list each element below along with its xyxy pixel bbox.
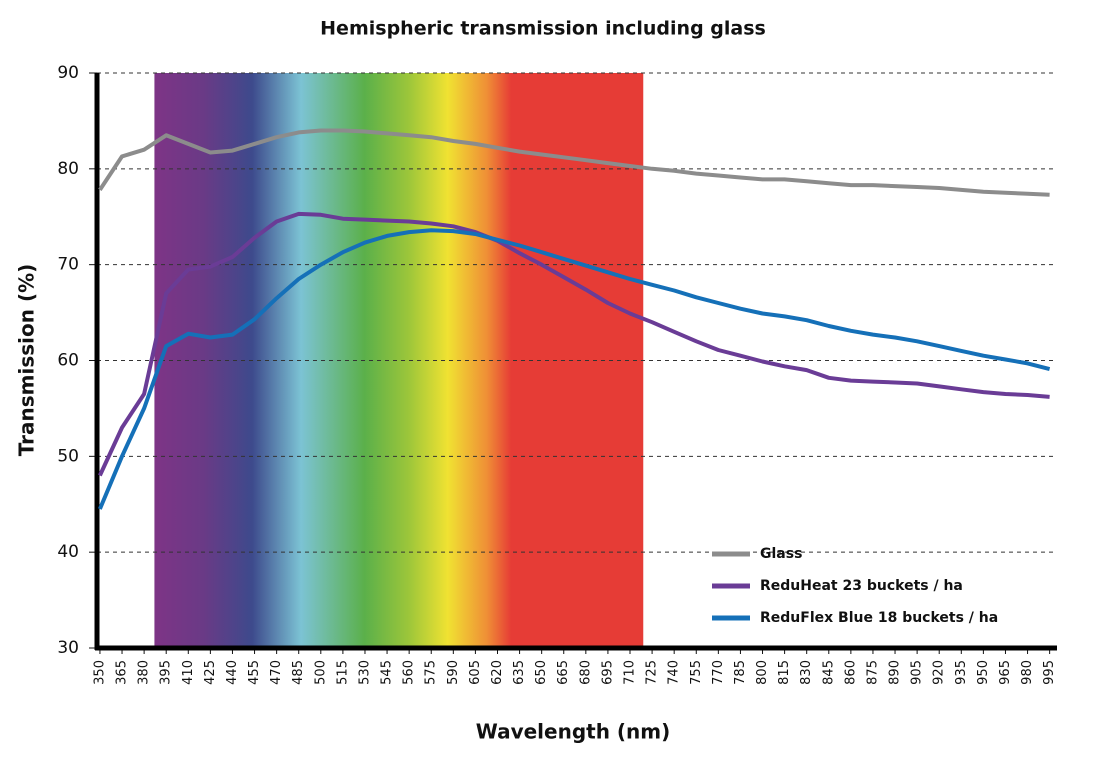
- y-tick-label: 40: [57, 542, 79, 562]
- y-tick-label: 60: [57, 351, 79, 371]
- x-tick-label: 425: [203, 660, 218, 685]
- x-tick-label: 470: [269, 660, 284, 685]
- x-tick-label: 875: [865, 660, 880, 685]
- legend-label: ReduHeat 23 buckets / ha: [760, 578, 963, 594]
- x-tick-label: 935: [954, 660, 969, 685]
- x-tick-label: 695: [600, 660, 615, 685]
- legend-label: ReduFlex Blue 18 buckets / ha: [760, 610, 998, 626]
- x-tick-label: 815: [777, 660, 792, 685]
- x-tick-label: 485: [291, 660, 306, 685]
- x-tick-label: 860: [843, 660, 858, 685]
- x-tick-label: 365: [115, 660, 130, 685]
- series-line: [98, 128, 1050, 197]
- x-tick-label: 410: [181, 660, 196, 685]
- x-tick-label: 650: [534, 660, 549, 685]
- x-tick-label: 785: [733, 660, 748, 685]
- y-tick-label: 30: [57, 638, 79, 658]
- x-tick-label: 845: [821, 660, 836, 685]
- x-tick-label: 635: [512, 660, 527, 685]
- chart-title: Hemispheric transmission including glass: [320, 18, 766, 40]
- x-tick-label: 560: [402, 660, 417, 685]
- x-tick-label: 725: [645, 660, 660, 685]
- x-tick-label: 905: [910, 660, 925, 685]
- x-tick-label: 620: [490, 660, 505, 685]
- x-tick-label: 440: [225, 660, 240, 685]
- x-tick-label: 770: [711, 660, 726, 685]
- x-tick-label: 665: [556, 660, 571, 685]
- x-tick-label: 605: [468, 660, 483, 685]
- x-tick-label: 830: [799, 660, 814, 685]
- x-tick-label: 455: [247, 660, 262, 685]
- x-tick-label: 380: [137, 660, 152, 685]
- x-axis-label: Wavelength (nm): [476, 720, 671, 744]
- y-tick-label: 90: [57, 63, 79, 83]
- x-tick-label: 530: [357, 660, 372, 685]
- x-tick-label: 965: [998, 660, 1013, 685]
- x-tick-label: 350: [92, 660, 107, 685]
- x-tick-label: 890: [888, 660, 903, 685]
- x-tick-label: 995: [1042, 660, 1057, 685]
- y-axis-label: Transmission (%): [15, 264, 39, 457]
- x-tick-label: 800: [755, 660, 770, 685]
- x-tick-label: 710: [623, 660, 638, 685]
- x-tick-label: 920: [932, 660, 947, 685]
- x-tick-label: 590: [446, 660, 461, 685]
- x-tick-label: 740: [667, 660, 682, 685]
- x-tick-label: 395: [159, 660, 174, 685]
- x-tick-label: 950: [976, 660, 991, 685]
- x-tick-label: 500: [313, 660, 328, 685]
- x-tick-label: 515: [335, 660, 350, 685]
- y-tick-label: 80: [57, 159, 79, 179]
- x-tick-label: 575: [424, 660, 439, 685]
- x-tick-label: 680: [578, 660, 593, 685]
- series-line: [98, 211, 1050, 477]
- x-tick-label: 545: [380, 660, 395, 685]
- x-tick-label: 755: [689, 660, 704, 685]
- y-tick-label: 50: [57, 446, 79, 466]
- x-tick-label: 980: [1020, 660, 1035, 685]
- legend-label: Glass: [760, 546, 802, 562]
- y-tick-label: 70: [57, 255, 79, 275]
- series-line: [98, 228, 1051, 510]
